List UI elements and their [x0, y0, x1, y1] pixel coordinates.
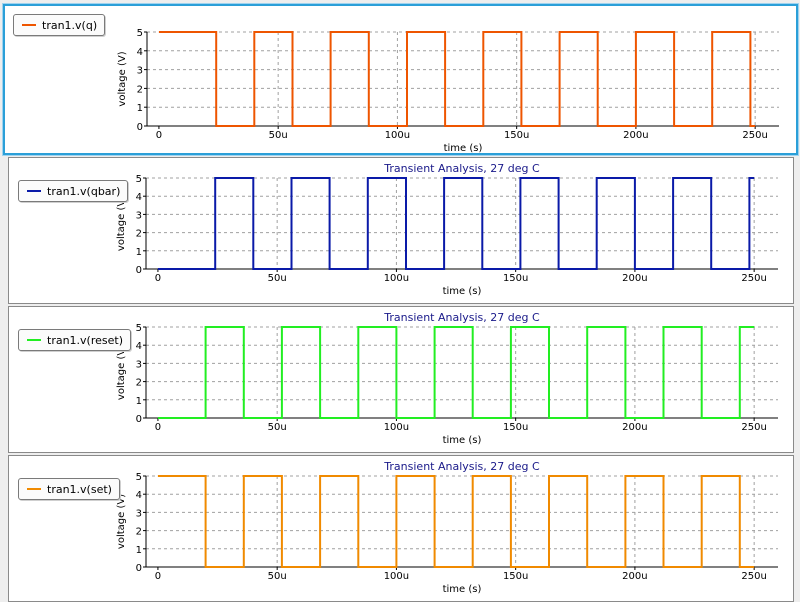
y-tick-label: 3 [137, 66, 143, 77]
x-tick-label: 100u [384, 273, 409, 284]
chart-title: Transient Analysis, 27 deg C [383, 460, 540, 473]
x-axis-label: time (s) [444, 143, 483, 153]
y-tick-label: 1 [137, 103, 143, 114]
chart-title: Transient Analysis, 27 deg C [383, 311, 540, 324]
y-axis-label: voltage (V) [116, 196, 127, 251]
x-tick-label: 200u [623, 130, 648, 141]
x-tick-label: 100u [384, 422, 409, 433]
plot-panel-q[interactable]: 0 1 2 3 4 5 0 50u 100u 150u 200u 250u time (s) voltag… [3, 4, 798, 155]
x-tick-label: 150u [503, 571, 528, 582]
chart-set: Transient Analysis, 27 deg C 0 1 2 3 4 5 0 50u 10… [116, 460, 778, 595]
y-tick-label: 1 [136, 545, 142, 556]
series-line [158, 31, 756, 127]
x-tick-label: 250u [741, 571, 766, 582]
chart-qbar: Transient Analysis, 27 deg C 0 1 2 3 4 5 0 50u 10… [116, 162, 778, 297]
x-tick-label: 250u [741, 422, 766, 433]
y-tick-label: 1 [136, 396, 142, 407]
legend-label: tran1.v(reset) [47, 333, 123, 347]
x-tick-label: 0 [155, 571, 161, 582]
y-tick-label: 4 [136, 490, 142, 501]
x-tick-label: 250u [742, 130, 767, 141]
x-tick-label: 150u [503, 273, 528, 284]
plot-panel-qbar[interactable]: Transient Analysis, 27 deg C 0 1 2 3 4 5 0 50u 10… [8, 157, 794, 304]
y-tick-label: 2 [136, 378, 142, 389]
plot-area [147, 32, 779, 126]
x-tick-label: 200u [622, 273, 647, 284]
legend-q[interactable]: tran1.v(q) [13, 14, 106, 36]
y-tick-label: 0 [136, 563, 142, 574]
y-tick-label: 3 [136, 210, 142, 221]
x-tick-label: 100u [385, 130, 410, 141]
legend-swatch [27, 339, 41, 341]
chart-reset: Transient Analysis, 27 deg C 0 1 2 3 4 5 0 50u 10… [116, 311, 778, 446]
y-tick-label: 5 [136, 323, 142, 334]
y-tick-label: 4 [137, 47, 143, 58]
legend-reset[interactable]: tran1.v(reset) [18, 329, 131, 351]
legend-qbar[interactable]: tran1.v(qbar) [18, 180, 129, 202]
x-tick-label: 50u [268, 571, 287, 582]
x-tick-label: 250u [741, 273, 766, 284]
y-tick-label: 0 [136, 414, 142, 425]
y-tick-label: 5 [137, 28, 143, 39]
x-axis-label: time (s) [443, 584, 482, 595]
x-tick-label: 200u [622, 571, 647, 582]
legend-swatch [27, 488, 41, 490]
plot-area [146, 476, 778, 567]
y-tick-label: 3 [136, 508, 142, 519]
y-tick-label: 5 [136, 472, 142, 483]
x-axis-label: time (s) [443, 435, 482, 446]
series-line [157, 177, 755, 270]
y-axis-label: voltage (V) [117, 51, 128, 106]
x-tick-label: 200u [622, 422, 647, 433]
x-tick-label: 0 [155, 422, 161, 433]
plot-area [146, 178, 778, 269]
legend-swatch [22, 24, 36, 26]
x-tick-label: 50u [269, 130, 288, 141]
plot-area [146, 327, 778, 418]
y-tick-label: 2 [136, 229, 142, 240]
y-tick-label: 3 [136, 359, 142, 370]
y-tick-label: 0 [136, 265, 142, 276]
y-axis-label: voltage (V) [116, 345, 127, 400]
legend-label: tran1.v(set) [47, 482, 112, 496]
y-tick-label: 1 [136, 247, 142, 258]
legend-label: tran1.v(qbar) [47, 184, 121, 198]
x-tick-label: 50u [268, 422, 287, 433]
plot-panel-reset[interactable]: Transient Analysis, 27 deg C 0 1 2 3 4 5 0 50u 10… [8, 306, 794, 453]
x-tick-label: 0 [155, 273, 161, 284]
y-tick-label: 4 [136, 192, 142, 203]
x-tick-label: 100u [384, 571, 409, 582]
legend-label: tran1.v(q) [42, 18, 98, 32]
x-tick-label: 150u [504, 130, 529, 141]
y-tick-label: 2 [136, 527, 142, 538]
chart-q: 0 1 2 3 4 5 0 50u 100u 150u 200u 250u time (s) voltag… [117, 28, 779, 153]
legend-swatch [27, 190, 41, 192]
x-tick-label: 0 [156, 130, 162, 141]
y-axis-label: voltage (V) [116, 494, 127, 549]
series-line [157, 326, 755, 419]
x-tick-label: 50u [268, 273, 287, 284]
legend-set[interactable]: tran1.v(set) [18, 478, 120, 500]
chart-title: Transient Analysis, 27 deg C [383, 162, 540, 175]
y-tick-label: 5 [136, 174, 142, 185]
y-tick-label: 4 [136, 341, 142, 352]
y-tick-label: 2 [137, 84, 143, 95]
x-tick-label: 150u [503, 422, 528, 433]
x-axis-label: time (s) [443, 286, 482, 297]
series-line [157, 475, 755, 568]
y-tick-label: 0 [137, 122, 143, 133]
plot-panel-set[interactable]: Transient Analysis, 27 deg C 0 1 2 3 4 5 0 50u 10… [8, 455, 794, 602]
